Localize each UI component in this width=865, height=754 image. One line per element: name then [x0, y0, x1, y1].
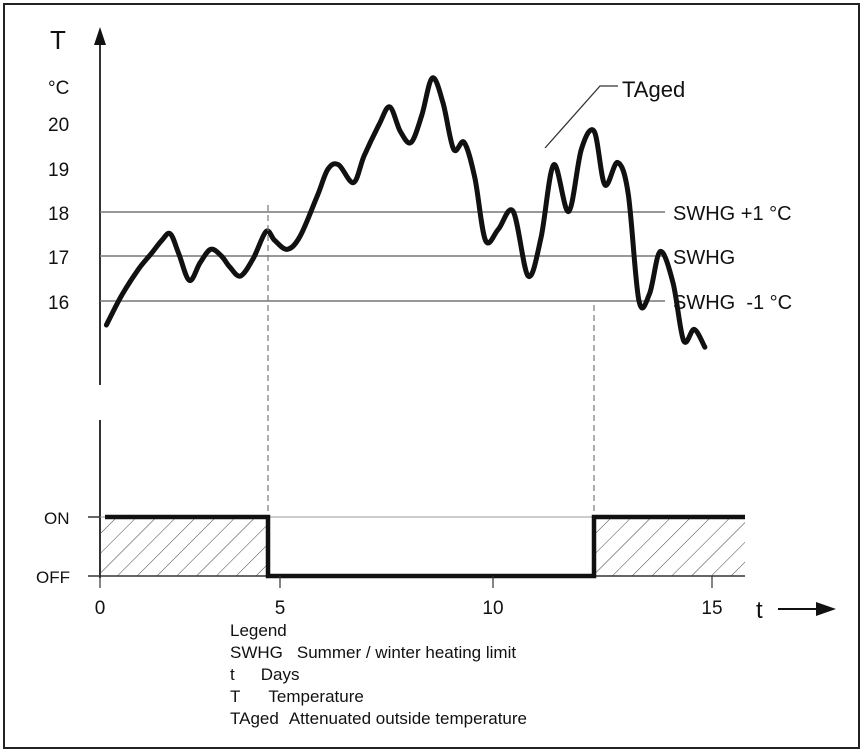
legend: Legend SWHG Summer / winter heating limit… — [230, 620, 527, 730]
legend-item: t Days — [230, 664, 527, 686]
y-axis-unit: °C — [48, 78, 69, 99]
figure-frame — [3, 3, 860, 749]
legend-text: Temperature — [268, 687, 364, 706]
y-tick-label: 20 — [48, 115, 69, 136]
threshold-label-plus1: SWHG +1 °C — [673, 203, 792, 225]
legend-key: TAged — [230, 709, 279, 728]
threshold-label-swhg: SWHG — [673, 247, 735, 269]
legend-key: t — [230, 665, 235, 684]
legend-key: T — [230, 687, 241, 706]
y-tick-label: 19 — [48, 160, 69, 181]
y-tick-label: 18 — [48, 204, 69, 225]
legend-title: Legend — [230, 621, 287, 640]
x-tick-label: 10 — [482, 598, 503, 619]
heating-on-region — [100, 517, 268, 576]
curve-label: TAged — [622, 77, 685, 102]
time-arrow-icon — [816, 602, 836, 616]
legend-item: SWHG Summer / winter heating limit — [230, 642, 527, 664]
heating-state-line — [105, 514, 745, 579]
legend-item: TAged Attenuated outside temperature — [230, 708, 527, 730]
x-axis-symbol: t — [756, 597, 763, 624]
state-label-on: ON — [44, 509, 70, 528]
legend-text: Summer / winter heating limit — [296, 643, 517, 662]
x-tick-label: 5 — [275, 598, 286, 619]
x-tick-label: 15 — [701, 598, 722, 619]
y-axis-symbol: T — [50, 25, 66, 55]
temperature-axis-arrow — [94, 27, 106, 45]
legend-key: SWHG — [230, 643, 283, 662]
x-tick-label: 0 — [95, 598, 106, 619]
legend-text: Days — [260, 665, 300, 684]
legend-item: T Temperature — [230, 686, 527, 708]
curve-label-leader — [544, 85, 618, 149]
heating-on-region — [594, 517, 745, 576]
state-label-off: OFF — [36, 568, 70, 587]
y-tick-label: 16 — [48, 293, 69, 314]
threshold-label-minus1: SWHG -1 °C — [673, 292, 792, 314]
legend-text: Attenuated outside temperature — [288, 709, 527, 728]
y-tick-label: 17 — [48, 248, 69, 269]
taged-temperature-line — [103, 75, 708, 350]
